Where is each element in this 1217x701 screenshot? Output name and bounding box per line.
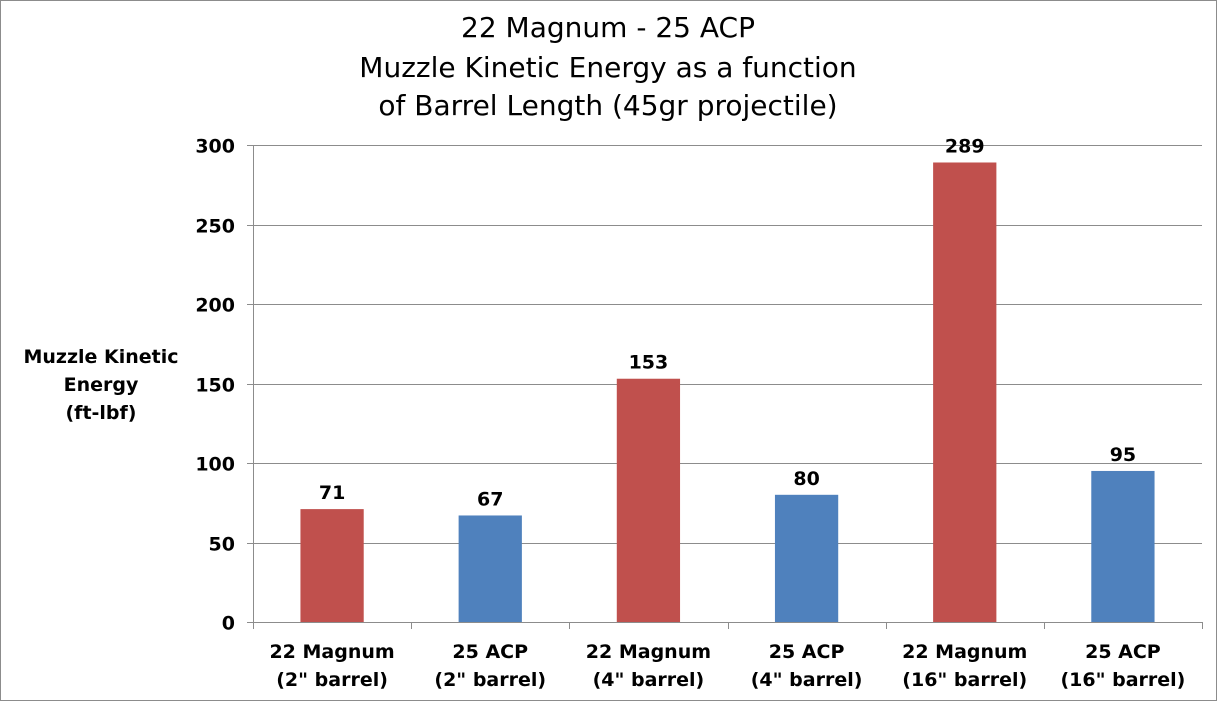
y-axis-label: Muzzle Kinetic Energy (ft-lbf): [23, 346, 178, 424]
y-tick-label: 150: [195, 375, 235, 397]
y-tick-label: 200: [195, 295, 235, 317]
x-category-label: (2" barrel): [434, 669, 546, 691]
x-category-label: 25 ACP: [1085, 641, 1161, 663]
bar: [774, 494, 839, 622]
x-category-label: (4" barrel): [751, 669, 863, 691]
bar: [1091, 470, 1155, 622]
chart-title-line-2: Muzzle Kinetic Energy as a function: [359, 51, 856, 84]
bar: [933, 162, 997, 623]
y-axis-label-line-1: Muzzle Kinetic: [23, 346, 178, 368]
x-category-label: (4" barrel): [593, 669, 705, 691]
chart-title-line-3: of Barrel Length (45gr projectile): [378, 89, 837, 122]
x-category-label: (2" barrel): [276, 669, 388, 691]
x-category-label: 22 Magnum: [902, 641, 1027, 663]
data-label: 71: [319, 482, 345, 504]
gridlines: [253, 145, 1202, 544]
bar: [616, 378, 681, 622]
x-category-label: 25 ACP: [769, 641, 845, 663]
y-tick-label: 50: [209, 534, 235, 556]
data-label: 289: [945, 135, 985, 157]
x-category-label: (16" barrel): [1060, 669, 1185, 691]
bar: [458, 515, 522, 622]
data-labels: 71 67 153 80 289 95: [319, 135, 1136, 510]
bars: [300, 162, 1155, 623]
y-tick-label: 300: [195, 136, 235, 158]
y-tick-label: 250: [195, 216, 235, 238]
x-category-label: 25 ACP: [452, 641, 528, 663]
chart-title-line-1: 22 Magnum - 25 ACP: [461, 11, 755, 44]
x-category-label: 22 Magnum: [586, 641, 711, 663]
y-tick-label: 0: [222, 613, 235, 635]
y-axis-label-line-3: (ft-lbf): [66, 402, 137, 424]
bar: [300, 509, 364, 622]
y-axis-label-line-2: Energy: [64, 374, 139, 396]
data-label: 95: [1110, 444, 1136, 466]
x-category-label: (16" barrel): [902, 669, 1027, 691]
data-label: 80: [793, 468, 819, 490]
axes: [253, 145, 1202, 629]
x-category-label: 22 Magnum: [269, 641, 394, 663]
chart-title: 22 Magnum - 25 ACP Muzzle Kinetic Energy…: [359, 11, 856, 122]
data-label: 67: [477, 488, 503, 510]
x-axis-ticks: 22 Magnum (2" barrel) 25 ACP (2" barrel) 22 …: [253, 622, 1203, 691]
y-tick-label: 100: [195, 454, 235, 476]
y-axis-ticks: 0 50 100 150 200 250 300: [195, 136, 253, 635]
data-label: 153: [629, 352, 669, 374]
